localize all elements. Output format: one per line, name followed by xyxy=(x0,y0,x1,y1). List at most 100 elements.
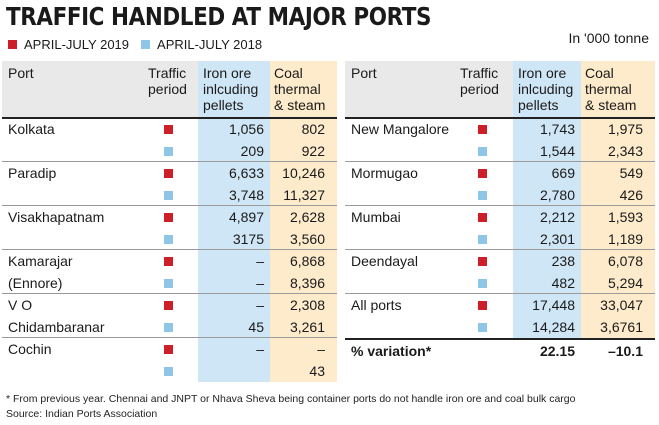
marker-2018 xyxy=(164,191,173,200)
port-name: (Ennore) xyxy=(8,275,63,291)
footnote: * From previous year. Chennai and JNPT o… xyxy=(6,393,576,405)
iron-value: 14,284 xyxy=(532,319,575,335)
unit-label: In '000 tonne xyxy=(568,30,649,46)
marker-2018 xyxy=(164,147,173,156)
table-right: Port Traffic period Iron ore inlcuding pellet… xyxy=(345,61,655,366)
marker-2018 xyxy=(164,367,173,376)
port-name: New Mangalore xyxy=(351,121,450,137)
header-iron-line: inlcuding xyxy=(203,81,259,97)
port-name: Visakhapatnam xyxy=(8,209,105,225)
port-name: Kolkata xyxy=(8,121,55,137)
marker-2019 xyxy=(164,169,173,178)
coal-value: 2,308 xyxy=(289,297,325,313)
coal-value: 43 xyxy=(309,363,325,379)
legend-swatch-2018 xyxy=(141,40,151,49)
variation-coal: –10.1 xyxy=(607,343,643,359)
coal-value: 426 xyxy=(619,187,643,203)
coal-value: 2,343 xyxy=(607,143,643,159)
coal-column-shade xyxy=(270,61,337,382)
header-rule xyxy=(2,117,337,119)
iron-value: 209 xyxy=(240,143,264,159)
coal-value: 1,593 xyxy=(607,209,643,225)
header-iron-line: Iron ore xyxy=(203,65,252,81)
iron-value: 3,748 xyxy=(228,187,264,203)
iron-value: – xyxy=(256,275,264,291)
marker-2019 xyxy=(478,257,487,266)
legend-label-2019: APRIL-JULY 2019 xyxy=(24,37,130,52)
port-name: Kamarajar xyxy=(8,253,73,269)
port-name: Mormugao xyxy=(351,165,418,181)
coal-value: 6,078 xyxy=(607,253,643,269)
iron-value: 3175 xyxy=(232,231,264,247)
legend-item-2018: APRIL-JULY 2018 xyxy=(141,37,262,52)
coal-value: 1,975 xyxy=(607,121,643,137)
variation-iron: 22.15 xyxy=(539,343,575,359)
iron-value: 2,780 xyxy=(539,187,575,203)
iron-value: 4,897 xyxy=(228,209,264,225)
marker-2018 xyxy=(478,323,487,332)
marker-2019 xyxy=(164,213,173,222)
port-name: V O xyxy=(8,297,33,313)
chart-title: TRAFFIC HANDLED AT MAJOR PORTS xyxy=(6,2,432,31)
coal-value: 8,396 xyxy=(289,275,325,291)
iron-value: 2,212 xyxy=(539,209,575,225)
group-divider xyxy=(2,249,337,250)
header-iron-line: Iron ore xyxy=(518,65,567,81)
coal-value: 1,189 xyxy=(607,231,643,247)
coal-value: 3,261 xyxy=(289,319,325,335)
iron-column-shade xyxy=(198,61,270,382)
legend-item-2019: APRIL-JULY 2019 xyxy=(8,37,129,52)
group-divider xyxy=(345,161,655,162)
header-coal-line: thermal xyxy=(585,81,632,97)
iron-value: 45 xyxy=(248,319,264,335)
header-coal-line: Coal xyxy=(274,65,303,81)
iron-value: – xyxy=(256,253,264,269)
iron-column-shade xyxy=(513,61,581,338)
marker-2018 xyxy=(478,279,487,288)
header-rule xyxy=(345,117,655,119)
group-divider xyxy=(2,205,337,206)
port-name: Deendayal xyxy=(351,253,418,269)
group-divider xyxy=(345,205,655,206)
port-name: Mumbai xyxy=(351,209,401,225)
coal-value: 922 xyxy=(301,143,325,159)
legend-label-2018: APRIL-JULY 2018 xyxy=(157,37,263,52)
coal-value: 33,047 xyxy=(600,297,643,313)
coal-value: 2,628 xyxy=(289,209,325,225)
header-coal-line: Coal xyxy=(585,65,614,81)
source-note: Source: Indian Ports Association xyxy=(6,408,158,420)
legend-swatch-2019 xyxy=(8,40,17,49)
iron-value: 1,743 xyxy=(539,121,575,137)
header-port: Port xyxy=(351,65,377,81)
marker-2018 xyxy=(478,191,487,200)
coal-value: 5,294 xyxy=(607,275,643,291)
coal-value: 549 xyxy=(619,165,643,181)
iron-value: 238 xyxy=(551,253,575,269)
marker-2019 xyxy=(164,257,173,266)
port-name: Cochin xyxy=(8,341,52,357)
marker-2019 xyxy=(164,125,173,134)
iron-value: – xyxy=(256,341,264,357)
iron-value: 6,633 xyxy=(228,165,264,181)
header-period-line: period xyxy=(148,81,187,97)
coal-value: 10,246 xyxy=(282,165,325,181)
header-coal-line: & steam xyxy=(274,97,326,113)
coal-value: 6,868 xyxy=(289,253,325,269)
header-period-line: Traffic xyxy=(460,65,499,81)
coal-value: 3,560 xyxy=(289,231,325,247)
marker-2019 xyxy=(478,213,487,222)
marker-2019 xyxy=(164,301,173,310)
iron-value: 482 xyxy=(551,275,575,291)
marker-2018 xyxy=(164,279,173,288)
coal-value: 11,327 xyxy=(283,187,325,203)
marker-2019 xyxy=(478,125,487,134)
coal-column-shade xyxy=(581,61,655,338)
header-iron-line: pellets xyxy=(203,97,244,113)
marker-2018 xyxy=(478,235,487,244)
marker-2018 xyxy=(164,235,173,244)
table-left: Port Traffic period Iron ore inlcuding pellet… xyxy=(2,61,337,382)
header-coal-line: & steam xyxy=(585,97,637,113)
iron-value: – xyxy=(256,297,264,313)
iron-value: 1,544 xyxy=(539,143,575,159)
group-divider xyxy=(345,249,655,250)
